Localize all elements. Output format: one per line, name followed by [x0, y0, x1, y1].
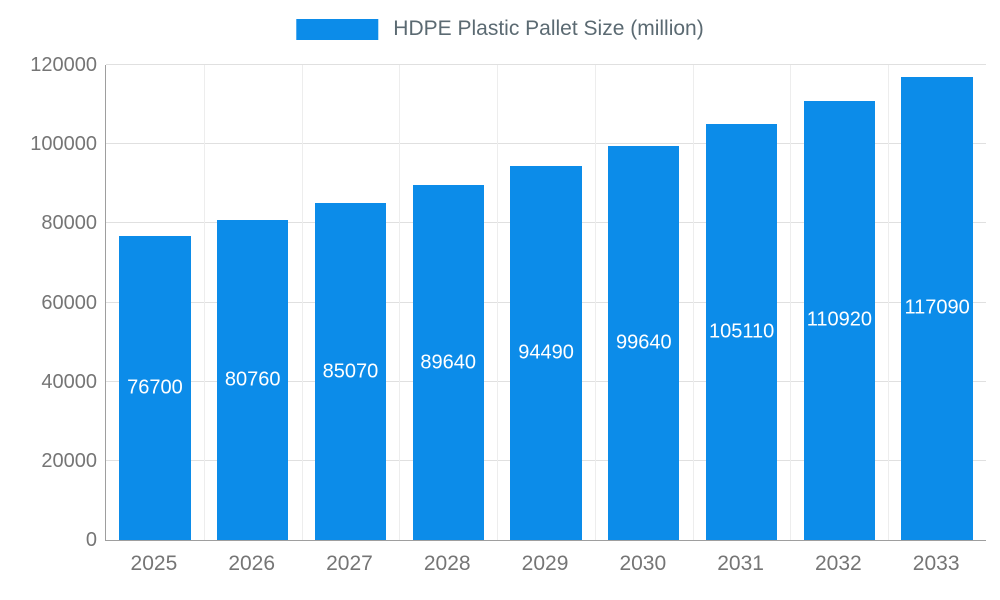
y-tick-label: 40000 [41, 370, 97, 393]
bar-value-label: 94490 [518, 341, 574, 364]
y-gridline [106, 143, 986, 145]
x-tick-label: 2030 [619, 552, 667, 575]
legend-label: HDPE Plastic Pallet Size (million) [393, 17, 704, 40]
x-gridline [790, 65, 792, 540]
bar-slot: 85070 [302, 65, 400, 540]
x-tick-label: 2031 [717, 552, 764, 575]
bar-2026: 80760 [216, 220, 289, 540]
bar-slot: 94490 [497, 65, 595, 540]
bar-slot: 105110 [693, 65, 791, 540]
bar-value-label: 110920 [806, 308, 872, 331]
x-axis: 2025 2026 2027 2028 2029 2030 2031 2032 2033 [105, 552, 985, 576]
x-tick-label: 2025 [130, 552, 178, 575]
bar-slot: 99640 [595, 65, 693, 540]
bar-value-label: 99640 [615, 331, 672, 354]
y-tick-label: 100000 [30, 133, 97, 156]
y-tick-label: 80000 [41, 212, 97, 235]
plot-area: 76700 80760 85070 89640 94490 99640 105110 1109… [105, 64, 986, 541]
y-axis: 0 20000 40000 60000 80000 100000 120000 [0, 55, 97, 550]
x-gridline [301, 65, 303, 540]
y-tick-label: 20000 [41, 449, 97, 472]
bar-slot: 117090 [888, 65, 986, 540]
x-gridline [594, 65, 596, 540]
bar-2028: 89640 [412, 185, 484, 540]
bar-2032: 110920 [803, 100, 876, 540]
chart-legend: HDPE Plastic Pallet Size (million) [296, 17, 704, 41]
bar-2031: 105110 [705, 123, 778, 540]
bar-2033: 117090 [901, 76, 973, 540]
y-gridline [106, 64, 986, 65]
x-tick-label: 2032 [815, 552, 862, 575]
legend-swatch [296, 18, 379, 40]
bar-value-label: 76700 [127, 376, 183, 399]
y-tick-label: 60000 [41, 291, 97, 314]
bar-2025: 76700 [119, 236, 191, 540]
y-tick-label: 0 [85, 529, 97, 551]
x-gridline [399, 65, 401, 540]
x-gridline [888, 65, 890, 540]
bars-layer: 76700 80760 85070 89640 94490 99640 105110 1109… [106, 65, 986, 540]
bar-slot: 76700 [106, 65, 204, 540]
y-tick-label: 120000 [30, 54, 97, 76]
bar-slot: 80760 [204, 65, 302, 540]
bar-2030: 99640 [608, 145, 680, 540]
bar-value-label: 80760 [224, 368, 281, 391]
bar-value-label: 105110 [708, 320, 775, 343]
bar-2029: 94490 [510, 165, 582, 540]
bar-2027: 85070 [314, 203, 387, 540]
x-gridline [692, 65, 694, 540]
bar-value-label: 85070 [322, 360, 379, 383]
x-tick-label: 2027 [326, 552, 373, 575]
bar-value-label: 117090 [904, 296, 970, 319]
bar-slot: 89640 [399, 65, 497, 540]
x-tick-label: 2028 [423, 552, 471, 575]
x-gridline [203, 65, 205, 540]
bar-slot: 110920 [790, 65, 888, 540]
bar-value-label: 89640 [420, 351, 477, 374]
x-tick-label: 2026 [228, 552, 276, 575]
x-gridline [497, 65, 499, 540]
x-tick-label: 2029 [521, 552, 569, 575]
x-tick-label: 2033 [912, 552, 960, 575]
